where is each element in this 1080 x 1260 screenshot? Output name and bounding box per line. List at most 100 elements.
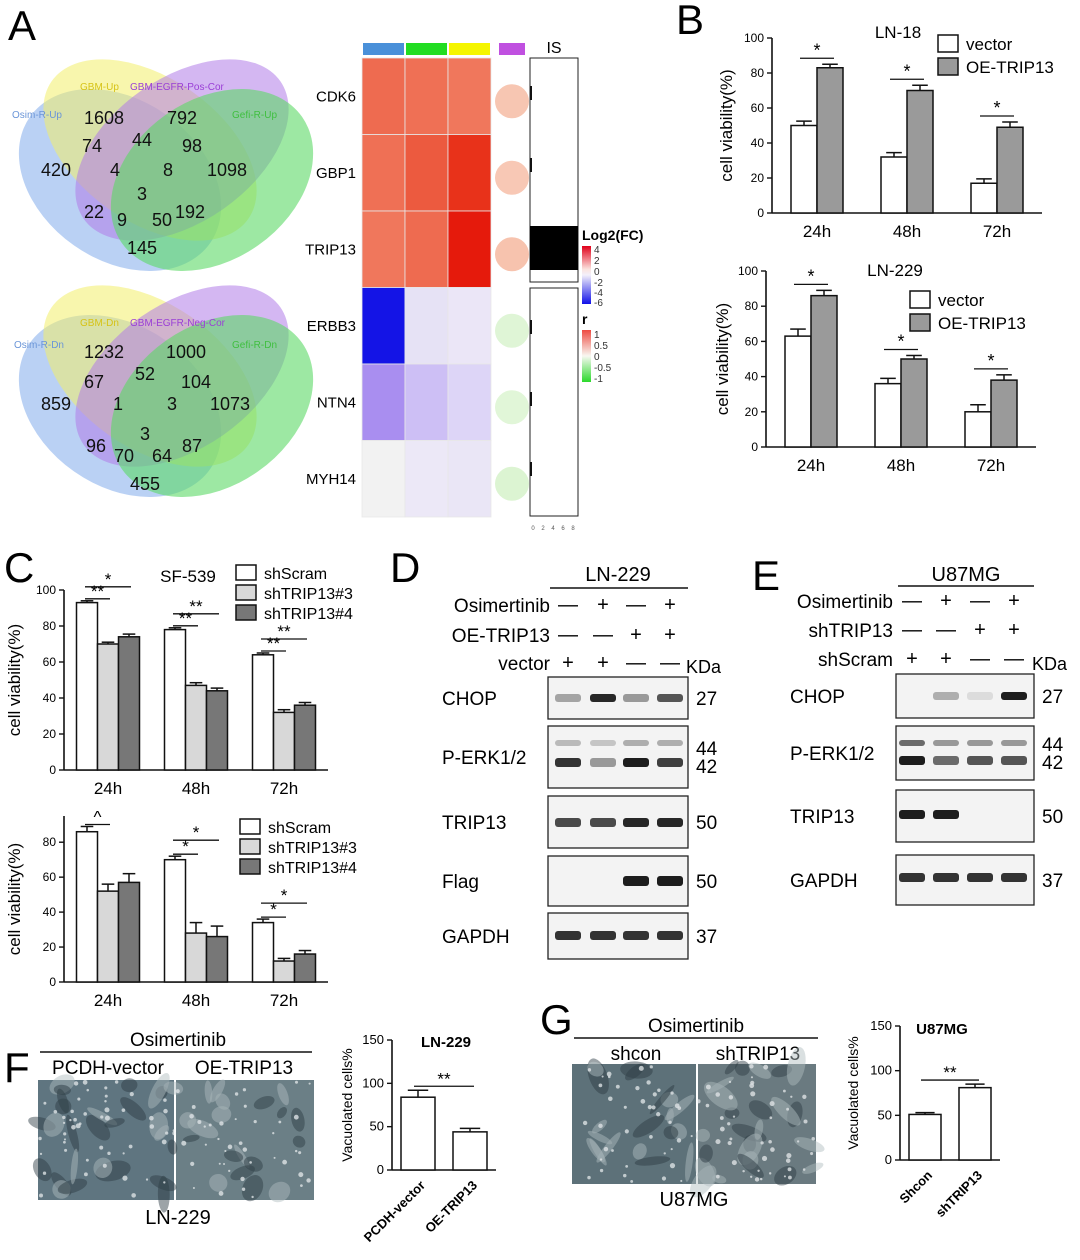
bar: [810, 294, 838, 448]
bar: [816, 67, 844, 214]
bar: [272, 711, 296, 771]
protein-band: [967, 873, 993, 882]
vacuole-dot: [251, 1195, 254, 1199]
is-bar-gbp1: [530, 158, 532, 172]
venn-region-count: 87: [182, 436, 202, 456]
bar: [874, 382, 902, 448]
heatmap-gene-label: ERBB3: [307, 318, 356, 335]
cell-shape: [253, 1096, 275, 1110]
treatment-sign: —: [626, 652, 646, 674]
vacuole-dot: [810, 1152, 814, 1156]
correlation-circle: [495, 237, 529, 272]
vacuole-dot: [661, 1176, 667, 1181]
cell-shape: [685, 1142, 694, 1182]
vacuole-dot: [70, 1109, 74, 1114]
protein-band: [623, 931, 649, 940]
cell-shape: [182, 1134, 200, 1143]
y-tick-label: 60: [43, 655, 57, 669]
significance-marker: *: [903, 61, 910, 81]
cell-shape: [49, 1074, 75, 1095]
treatment-label: Osimertinib: [648, 1016, 744, 1037]
y-axis-label: Vacuolated cells%: [339, 1048, 355, 1161]
protein-band: [967, 740, 993, 746]
legend-r-tick: -0.5: [594, 363, 612, 374]
cell-shape: [586, 1137, 606, 1163]
treatment-sign: —: [970, 590, 990, 612]
cell-shape: [121, 1078, 138, 1093]
vacuole-dot: [122, 1175, 128, 1181]
blot-membrane: [547, 725, 689, 789]
significance-marker: **: [943, 1063, 957, 1082]
vacuole-dot: [64, 1148, 68, 1152]
legend-fc-tick: -4: [594, 288, 603, 299]
vacuole-dot: [122, 1152, 125, 1155]
y-tick-label: 40: [745, 370, 759, 384]
vacuole-dot: [104, 1115, 110, 1121]
protein-band: [933, 756, 959, 765]
protein-band: [657, 931, 683, 940]
image-label: PCDH-vector: [52, 1058, 165, 1079]
vacuole-dot: [680, 1179, 683, 1183]
cell-shape: [695, 1128, 711, 1142]
correlation-circle: [495, 390, 529, 425]
bar: [293, 704, 317, 771]
vacuole-dot: [705, 1103, 710, 1108]
y-tick-label: 150: [870, 1018, 892, 1033]
vacuole-dot: [727, 1122, 731, 1126]
cell-shape: [742, 1151, 759, 1170]
vacuole-dot: [219, 1121, 224, 1126]
y-tick-label: 80: [43, 619, 57, 633]
vacuole-dot: [104, 1086, 108, 1090]
vacuole-dot: [696, 1099, 701, 1104]
vacuole-dot: [165, 1131, 169, 1135]
panel-letter-g: G: [540, 996, 573, 1043]
protein-band: [657, 876, 683, 886]
is-tick: 6: [561, 526, 565, 532]
cell-shape: [53, 1084, 71, 1096]
vacuole-dot: [611, 1149, 614, 1152]
vacuole-dot: [114, 1080, 119, 1084]
vacuole-dot: [770, 1147, 775, 1152]
legend-label: OE-TRIP13: [966, 58, 1054, 77]
panel-letter-f: F: [4, 1044, 30, 1091]
legend-r-colorbar: [582, 330, 591, 382]
heatmap-cell: [404, 134, 449, 212]
bar: [452, 1131, 488, 1171]
vacuole-dot: [298, 1151, 302, 1155]
treatment-row-label: Osimertinib: [454, 596, 550, 617]
treatment-row-label: shTRIP13: [809, 621, 893, 642]
significance-marker: *: [993, 98, 1000, 118]
cell-shape: [70, 1148, 79, 1185]
vacuole-dot: [750, 1175, 753, 1178]
legend-swatch-oe-trip13: [909, 313, 931, 332]
bar: [970, 182, 998, 214]
y-tick-label: 100: [362, 1075, 384, 1090]
cell-shape: [148, 1072, 170, 1109]
bar: [96, 890, 120, 983]
cell-shape: [703, 1081, 738, 1111]
x-tick-label: 24h: [803, 222, 831, 241]
cell-shape: [748, 1100, 773, 1120]
is-tick: 8: [571, 526, 575, 532]
vacuole-dot: [598, 1083, 603, 1088]
cell-shape: [149, 1175, 177, 1192]
significance-marker: **: [91, 582, 105, 601]
vacuole-dot: [294, 1149, 298, 1153]
bar: [184, 684, 208, 771]
vacuole-dot: [238, 1141, 243, 1146]
cell-shape: [211, 1106, 232, 1124]
protein-band: [933, 810, 959, 819]
micrograph-pcdh-vector: [38, 1080, 174, 1200]
venn-region-count: 50: [152, 210, 172, 230]
correlation-circle: [495, 466, 529, 501]
legend-fc-tick: 2: [594, 256, 600, 267]
cell-shape: [786, 1047, 806, 1086]
cell-shape: [43, 1112, 65, 1137]
vacuole-dot: [635, 1085, 640, 1091]
cell-line-label: U87MG: [660, 1189, 729, 1211]
treatment-sign: —: [970, 648, 990, 670]
vacuole-dot: [240, 1176, 245, 1182]
vacuole-dot: [782, 1089, 786, 1093]
y-axis-label: cell viability(%): [5, 624, 24, 736]
significance-marker: **: [189, 597, 203, 616]
